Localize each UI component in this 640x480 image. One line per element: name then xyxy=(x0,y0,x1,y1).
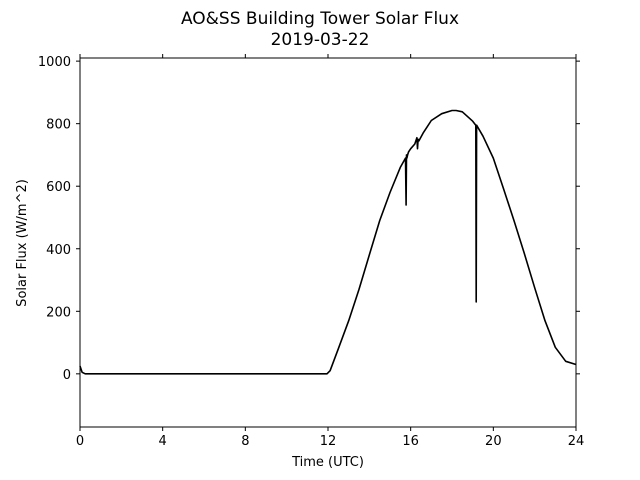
x-tick-label: 24 xyxy=(568,434,585,449)
x-tick-label: 12 xyxy=(320,434,337,449)
x-axis-label: Time (UTC) xyxy=(291,455,364,470)
y-tick-label: 0 xyxy=(63,368,71,383)
chart-title: AO&SS Building Tower Solar Flux xyxy=(181,9,459,29)
y-axis-label: Solar Flux (W/m^2) xyxy=(15,179,30,307)
x-axis: 0 4 8 12 16 20 24 xyxy=(76,54,584,449)
plot-area xyxy=(79,109,577,375)
x-tick-label: 4 xyxy=(159,434,167,449)
axes-frame xyxy=(79,57,577,428)
y-tick-label: 400 xyxy=(46,243,71,258)
series-line-0 xyxy=(79,109,577,375)
x-tick-label: 8 xyxy=(241,434,249,449)
y-tick-label: 800 xyxy=(46,118,71,133)
x-tick-label: 20 xyxy=(485,434,502,449)
x-tick-label: 16 xyxy=(402,434,419,449)
y-tick-label: 600 xyxy=(46,180,71,195)
chart-subtitle: 2019-03-22 xyxy=(271,30,370,50)
y-tick-label: 1000 xyxy=(38,55,71,70)
y-axis: 0 200 400 600 800 1000 xyxy=(38,55,580,383)
y-tick-label: 200 xyxy=(46,305,71,320)
x-tick-label: 0 xyxy=(76,434,84,449)
